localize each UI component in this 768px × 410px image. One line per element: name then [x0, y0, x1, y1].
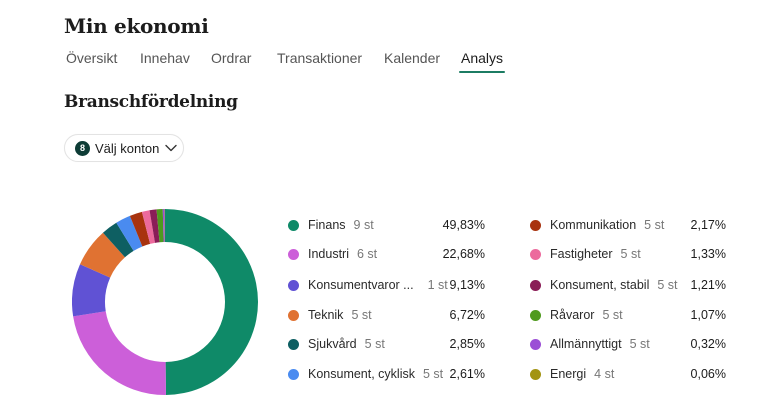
legend-color-dot-icon	[288, 219, 299, 231]
legend-count: 5 st	[422, 367, 444, 381]
donut-slice[interactable]	[129, 211, 151, 247]
legend-label: Teknik	[308, 308, 344, 322]
legend-count: 6 st	[357, 247, 378, 261]
legend-label: Kommunikation	[550, 218, 637, 232]
legend-color-dot-icon	[530, 248, 541, 260]
legend-count: 5 st	[364, 337, 385, 351]
donut-slice[interactable]	[156, 209, 164, 243]
legend-count: 5 st	[629, 337, 650, 351]
legend-label: Konsumentvaror ...	[308, 278, 414, 292]
legend-label: Industri	[308, 247, 349, 261]
legend-percentage: 9,13%	[449, 278, 485, 292]
legend-item: Industri 6 st 22,68%	[288, 244, 485, 264]
legend-percentage: 0,06%	[690, 367, 726, 381]
section-title: Branschfördelning	[64, 92, 238, 112]
sector-donut-chart	[72, 209, 258, 395]
tab-oversikt[interactable]: Översikt	[66, 50, 118, 66]
legend-percentage: 1,33%	[690, 247, 726, 261]
legend-color-dot-icon	[288, 279, 299, 291]
legend-percentage: 2,61%	[449, 367, 485, 381]
legend-item: Konsumentvaror ... 1 st 9,13%	[288, 275, 485, 295]
legend-item: Finans 9 st 49,83%	[288, 215, 485, 235]
legend-percentage: 2,17%	[690, 218, 726, 232]
legend-item: Konsument, stabil 5 st 1,21%	[530, 275, 726, 295]
legend-item: Råvaror 5 st 1,07%	[530, 305, 726, 325]
legend-count: 5 st	[602, 308, 623, 322]
legend-color-dot-icon	[530, 338, 541, 350]
legend-color-dot-icon	[530, 279, 541, 291]
legend-color-dot-icon	[530, 368, 541, 380]
legend-item: Sjukvård 5 st 2,85%	[288, 334, 485, 354]
tab-innehav[interactable]: Innehav	[140, 50, 190, 66]
legend-percentage: 1,21%	[690, 278, 726, 292]
account-select-button[interactable]: 8 Välj konton	[64, 134, 184, 162]
legend-percentage: 1,07%	[690, 308, 726, 322]
account-select-label: Välj konton	[95, 140, 160, 156]
chevron-down-icon	[165, 144, 178, 152]
account-count-badge: 8	[75, 140, 90, 156]
legend-count: 5 st	[657, 278, 678, 292]
tab-kalender[interactable]: Kalender	[384, 50, 441, 66]
legend-item: Konsument, cyklisk 5 st 2,61%	[288, 364, 485, 384]
legend-color-dot-icon	[530, 219, 541, 231]
legend-count: 4 st	[594, 367, 615, 381]
donut-slice[interactable]	[162, 209, 165, 243]
donut-slice[interactable]	[102, 222, 134, 258]
legend-label: Konsument, stabil	[550, 278, 650, 292]
legend-count: 5 st	[351, 308, 372, 322]
legend-percentage: 2,85%	[449, 337, 485, 351]
legend-count: 5 st	[620, 247, 641, 261]
legend-count: 9 st	[353, 218, 374, 232]
legend-percentage: 0,32%	[690, 337, 726, 351]
legend-count: 5 st	[644, 218, 665, 232]
legend-item: Teknik 5 st 6,72%	[288, 305, 485, 325]
donut-slice[interactable]	[165, 209, 258, 395]
legend-label: Allmännyttigt	[550, 337, 622, 351]
legend-label: Energi	[550, 367, 587, 381]
legend-label: Sjukvård	[308, 337, 357, 351]
legend-item: Allmännyttigt 5 st 0,32%	[530, 334, 726, 354]
tab-analys[interactable]: Analys	[458, 48, 506, 78]
legend-color-dot-icon	[530, 309, 541, 321]
donut-slice[interactable]	[141, 210, 156, 244]
donut-slice[interactable]	[116, 215, 143, 251]
legend-percentage: 49,83%	[442, 218, 485, 232]
legend-label: Råvaror	[550, 308, 595, 322]
page-title: Min ekonomi	[64, 14, 209, 38]
legend-color-dot-icon	[288, 309, 299, 321]
donut-slice[interactable]	[149, 209, 160, 243]
legend-color-dot-icon	[288, 248, 299, 260]
legend-item: Fastigheter 5 st 1,33%	[530, 244, 726, 264]
legend-item: Energi 4 st 0,06%	[530, 364, 726, 384]
legend-color-dot-icon	[288, 368, 299, 380]
legend-percentage: 6,72%	[449, 308, 485, 322]
legend-label: Konsument, cyklisk	[308, 367, 415, 381]
tab-transaktioner[interactable]: Transaktioner	[277, 50, 363, 66]
legend-percentage: 22,68%	[442, 247, 485, 261]
donut-slice[interactable]	[73, 311, 166, 395]
legend-label: Finans	[308, 218, 346, 232]
tab-ordrar[interactable]: Ordrar	[211, 50, 252, 66]
legend-label: Fastigheter	[550, 247, 613, 261]
legend-item: Kommunikation 5 st 2,17%	[530, 215, 726, 235]
legend-count: 1 st	[427, 278, 448, 292]
donut-slice[interactable]	[72, 264, 111, 317]
legend-color-dot-icon	[288, 338, 299, 350]
donut-slice[interactable]	[80, 232, 125, 278]
